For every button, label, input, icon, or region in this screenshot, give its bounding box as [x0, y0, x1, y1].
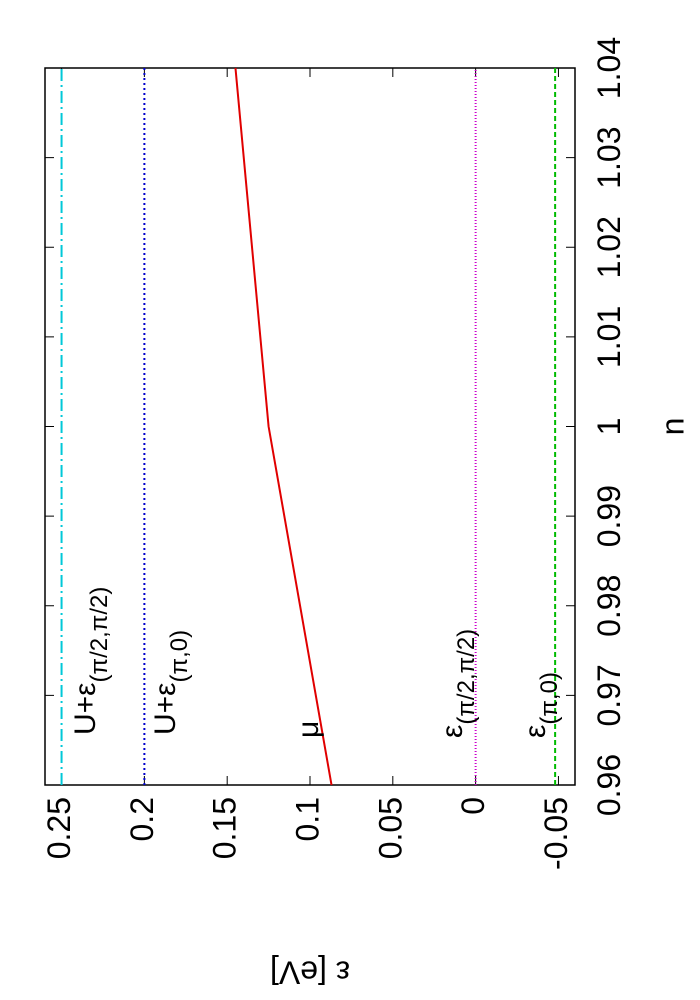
x-tick-label: 1.02 — [591, 216, 627, 278]
label-text: μ — [292, 721, 325, 738]
x-tick-label: 1.01 — [591, 306, 627, 368]
rotated-plot: 0.96 0.97 0.98 0.99 1 1.01 1.02 1.03 1.04 -0.05 0 0… — [41, 37, 690, 991]
y-axis-label: ε [eV] — [270, 955, 350, 991]
x-tick-label: 1 — [591, 418, 627, 436]
label-subscript: (π,0) — [166, 630, 193, 683]
x-axis-label: n — [654, 418, 690, 436]
x-tick-label: 1.04 — [591, 37, 627, 99]
y-tick-label: 0.25 — [41, 797, 77, 859]
label-subscript: (π/2,π/2) — [86, 587, 113, 683]
y-tick-label: 0.05 — [372, 797, 408, 859]
series-label: U+ε(π,0) — [149, 630, 193, 735]
label-text: U+ε — [149, 682, 182, 735]
y-tick-label: -0.05 — [538, 797, 574, 870]
x-tick-label: 0.98 — [591, 575, 627, 637]
label-text: ε — [436, 725, 469, 738]
series-line — [234, 67, 333, 786]
plot-frame — [44, 67, 576, 786]
label-text: ε — [519, 725, 552, 738]
series-label: ε(π/2,π/2) — [436, 629, 480, 738]
label-text: U+ε — [69, 682, 102, 735]
y-tick-label: 0 — [455, 797, 491, 815]
y-tick-label: 0.1 — [289, 797, 325, 841]
series-label: ε(π,0) — [519, 672, 563, 738]
x-tick-label: 0.96 — [591, 754, 627, 816]
x-tick-label: 0.99 — [591, 485, 627, 547]
x-tick-label: 1.03 — [591, 126, 627, 188]
series-label: μ — [292, 721, 325, 738]
y-tick-label: 0.2 — [124, 797, 160, 841]
x-tick-label: 0.97 — [591, 664, 627, 726]
series-label: U+ε(π/2,π/2) — [69, 587, 113, 735]
y-tick-label: 0.15 — [207, 797, 243, 859]
label-subscript: (π,0) — [536, 672, 563, 725]
label-subscript: (π/2,π/2) — [453, 629, 480, 725]
